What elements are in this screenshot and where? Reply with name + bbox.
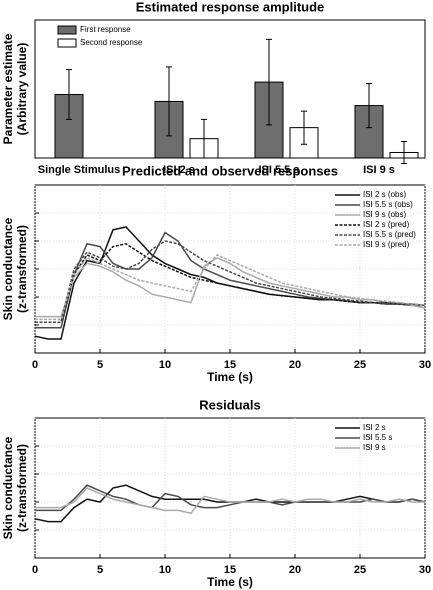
- x-tick-label: 30: [419, 359, 431, 371]
- line-series: [35, 243, 426, 323]
- x-tick-label: ISI 5.5 s: [259, 164, 300, 176]
- x-tick-label: ISI 9 s: [363, 164, 395, 176]
- line-series: [35, 256, 426, 318]
- legend-label: First response: [80, 25, 131, 34]
- legend-label: ISI 9 s (obs): [363, 210, 406, 219]
- error-bar: [66, 69, 72, 120]
- x-tick-label: ISI 2 s: [163, 164, 195, 176]
- x-tick-label: Single Stimulus: [38, 164, 121, 176]
- y-axis-label: (z-transformed): [15, 225, 29, 313]
- line-series: [35, 240, 426, 323]
- y-axis-label: (z-transformed): [15, 444, 29, 532]
- legend-label: ISI 5.5 s (obs): [363, 200, 413, 209]
- x-tick-label: 25: [354, 564, 366, 576]
- legend-label: ISI 2 s (obs): [363, 190, 406, 199]
- line-series: [35, 231, 425, 329]
- x-tick-label: 20: [289, 564, 301, 576]
- legend-label: ISI 2 s: [363, 423, 386, 432]
- line-series: [35, 487, 425, 515]
- line-series: [35, 254, 426, 321]
- y-axis-label: Skin conductance: [1, 217, 15, 320]
- legend-label: ISI 5.5 s (pred): [363, 230, 416, 239]
- legend-label: ISI 9 s: [363, 443, 386, 452]
- y-axis-label: (Arbitrary value): [15, 43, 29, 136]
- legend-label: ISI 5.5 s: [363, 433, 392, 442]
- x-tick-label: 20: [289, 359, 301, 371]
- legend-label: Second response: [80, 38, 143, 47]
- x-tick-label: 5: [97, 359, 103, 371]
- legend-swatch: [57, 38, 77, 48]
- legend-label: ISI 9 s (pred): [363, 240, 410, 249]
- legend-label: ISI 2 s (pred): [363, 220, 410, 229]
- legend-swatch: [57, 25, 77, 35]
- x-tick-label: 10: [159, 359, 171, 371]
- chart-title: Predicted and observed responses: [122, 163, 338, 178]
- line-series: [35, 484, 426, 512]
- x-axis-label: Time (s): [207, 370, 253, 384]
- x-tick-label: 5: [97, 564, 103, 576]
- y-axis-label: Parameter estimate: [1, 33, 15, 144]
- error-bar: [166, 66, 172, 137]
- x-tick-label: 10: [159, 564, 171, 576]
- error-bar: [266, 38, 272, 126]
- x-tick-label: 25: [354, 359, 366, 371]
- x-tick-label: 0: [32, 564, 38, 576]
- x-tick-label: 0: [32, 359, 38, 371]
- x-tick-label: 30: [419, 564, 431, 576]
- chart-title: Estimated response amplitude: [136, 0, 325, 14]
- error-bar: [301, 110, 307, 145]
- x-axis-label: Time (s): [207, 575, 253, 589]
- y-axis-label: Skin conductance: [1, 436, 15, 539]
- error-bar: [366, 82, 372, 129]
- x-tick-label: 15: [224, 359, 236, 371]
- x-tick-label: 15: [224, 564, 236, 576]
- chart-title: Residuals: [199, 397, 260, 412]
- error-bar: [401, 140, 407, 165]
